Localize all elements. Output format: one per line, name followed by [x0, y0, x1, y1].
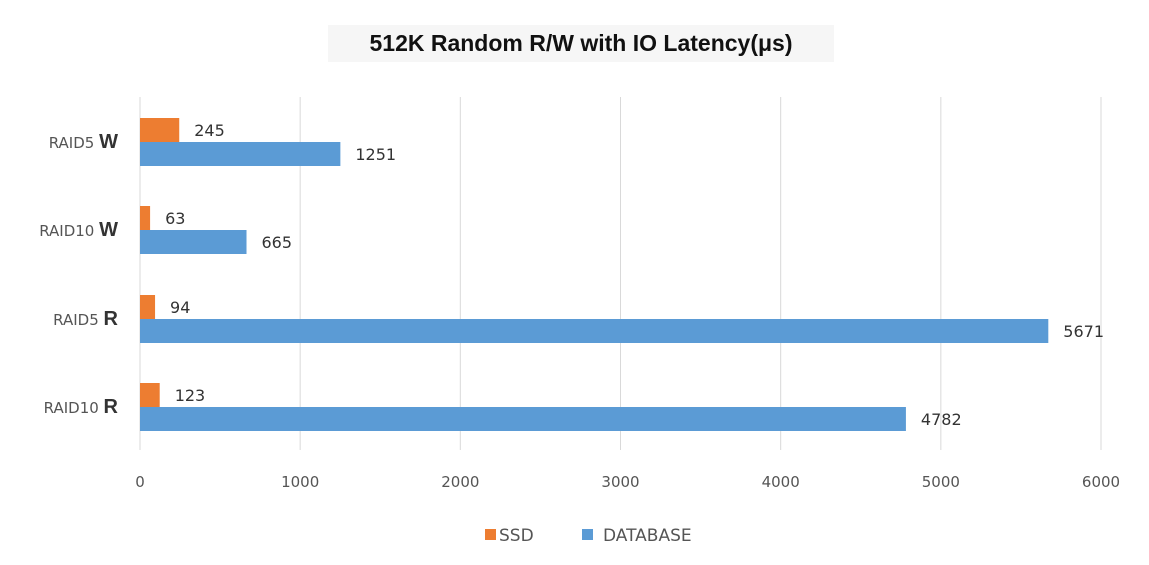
x-tick-label: 1000 — [281, 473, 319, 491]
chart-title: 512K Random R/W with IO Latency(μs) — [328, 25, 834, 62]
data-label: 665 — [262, 233, 293, 252]
category-label: RAID10 R — [44, 396, 119, 418]
category-label: RAID5 R — [53, 308, 118, 330]
x-tick-label: 5000 — [922, 473, 960, 491]
x-tick-label: 2000 — [441, 473, 479, 491]
bar-database — [140, 230, 247, 254]
legend-swatch-database — [582, 529, 593, 540]
data-label: 63 — [165, 209, 185, 228]
bar-database — [140, 319, 1049, 343]
bar-ssd — [140, 383, 160, 407]
data-label: 123 — [175, 386, 206, 405]
legend-label: SSD — [499, 526, 534, 546]
x-tick-label: 3000 — [601, 473, 639, 491]
legend-label: DATABASE — [603, 526, 692, 546]
legend-swatch-ssd — [485, 529, 496, 540]
data-label: 5671 — [1063, 322, 1104, 341]
bar-database — [140, 407, 906, 431]
x-tick-label: 0 — [135, 473, 145, 491]
x-tick-label: 6000 — [1082, 473, 1120, 491]
bar-ssd — [140, 295, 156, 319]
data-label: 4782 — [921, 410, 962, 429]
data-label: 94 — [170, 298, 190, 317]
category-label: RAID5 W — [49, 131, 118, 153]
data-label: 1251 — [355, 145, 396, 164]
data-label: 245 — [194, 121, 225, 140]
bar-ssd — [140, 206, 151, 230]
category-label: RAID10 W — [39, 219, 118, 241]
bar-database — [140, 142, 341, 166]
x-tick-label: 4000 — [762, 473, 800, 491]
bar-ssd — [140, 118, 180, 142]
